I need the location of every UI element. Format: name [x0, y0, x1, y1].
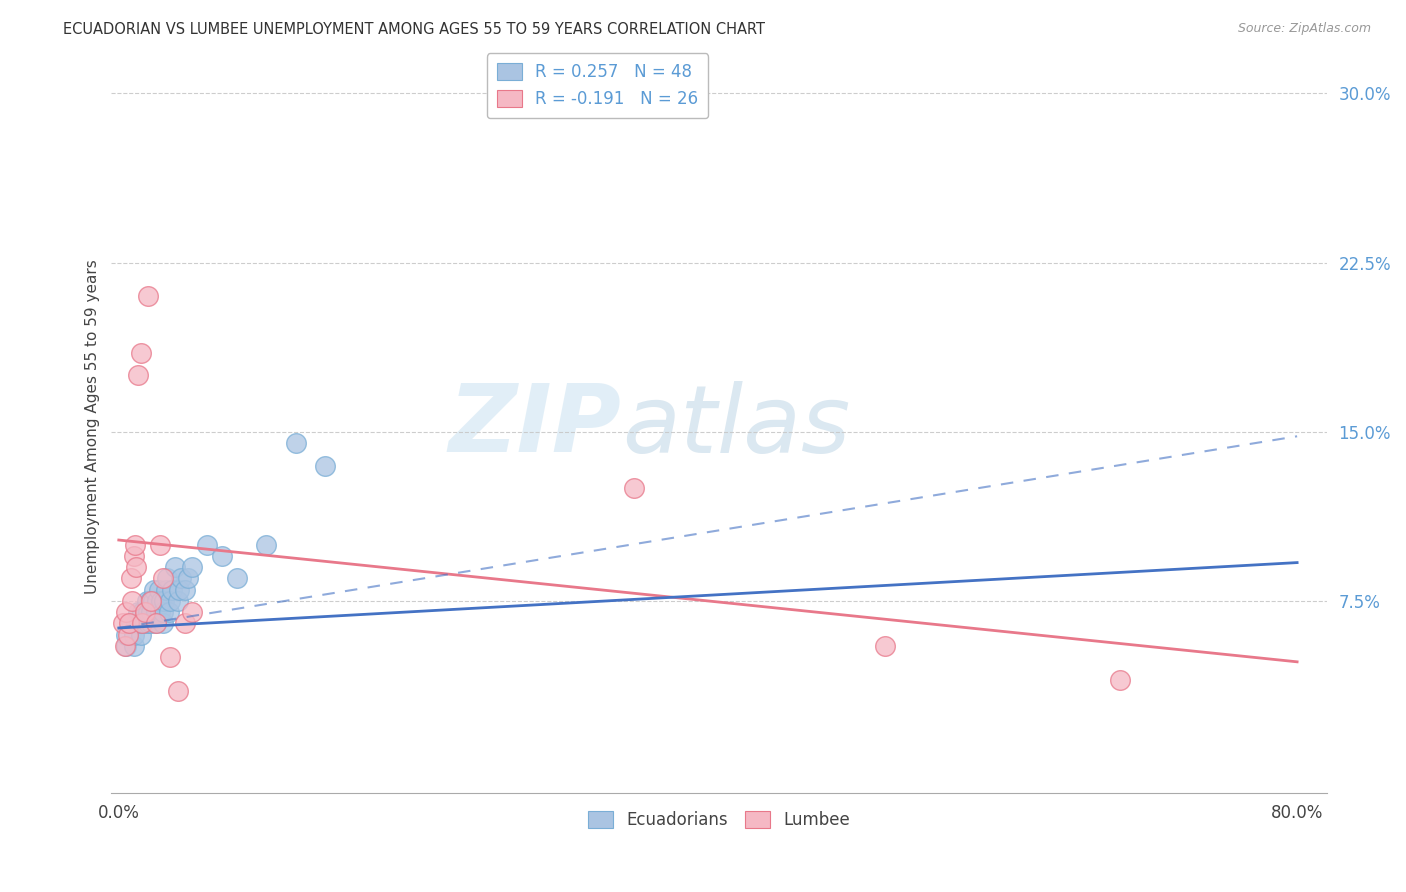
Point	[157, 605, 180, 619]
Point	[135, 594, 157, 608]
Point	[115, 639, 138, 653]
Point	[129, 628, 152, 642]
Point	[127, 605, 149, 619]
Point	[141, 616, 163, 631]
Point	[136, 616, 159, 631]
Point	[146, 594, 169, 608]
Point	[125, 616, 148, 631]
Point	[138, 594, 160, 608]
Point	[873, 639, 896, 653]
Point	[150, 594, 173, 608]
Point	[124, 537, 146, 551]
Point	[134, 605, 156, 619]
Point	[174, 616, 197, 631]
Point	[131, 616, 153, 631]
Point	[120, 616, 142, 631]
Point	[152, 571, 174, 585]
Point	[152, 616, 174, 631]
Point	[149, 537, 172, 551]
Point	[131, 605, 153, 619]
Text: ZIP: ZIP	[449, 380, 621, 472]
Point	[142, 594, 165, 608]
Point	[149, 605, 172, 619]
Point	[195, 537, 218, 551]
Point	[122, 549, 145, 563]
Point	[136, 605, 159, 619]
Point	[181, 560, 204, 574]
Point	[128, 616, 150, 631]
Point	[169, 571, 191, 585]
Point	[118, 616, 141, 631]
Point	[145, 616, 167, 631]
Point	[145, 605, 167, 619]
Point	[134, 616, 156, 631]
Point	[166, 684, 188, 698]
Point	[159, 594, 181, 608]
Text: ECUADORIAN VS LUMBEE UNEMPLOYMENT AMONG AGES 55 TO 59 YEARS CORRELATION CHART: ECUADORIAN VS LUMBEE UNEMPLOYMENT AMONG …	[63, 22, 765, 37]
Text: Source: ZipAtlas.com: Source: ZipAtlas.com	[1237, 22, 1371, 36]
Point	[254, 537, 277, 551]
Point	[174, 582, 197, 597]
Point	[115, 605, 138, 619]
Legend: Ecuadorians, Lumbee: Ecuadorians, Lumbee	[582, 804, 856, 836]
Y-axis label: Unemployment Among Ages 55 to 59 years: Unemployment Among Ages 55 to 59 years	[86, 259, 100, 593]
Point	[314, 458, 336, 473]
Point	[129, 346, 152, 360]
Point	[284, 436, 307, 450]
Point	[141, 605, 163, 619]
Point	[155, 582, 177, 597]
Point	[115, 628, 138, 642]
Point	[152, 605, 174, 619]
Point	[122, 639, 145, 653]
Point	[127, 368, 149, 383]
Point	[211, 549, 233, 563]
Point	[1109, 673, 1132, 687]
Point	[112, 616, 135, 631]
Point	[136, 289, 159, 303]
Point	[166, 594, 188, 608]
Point	[120, 571, 142, 585]
Point	[122, 628, 145, 642]
Point	[141, 594, 163, 608]
Point	[156, 571, 179, 585]
Point	[623, 481, 645, 495]
Point	[160, 582, 183, 597]
Text: atlas: atlas	[621, 381, 851, 472]
Point	[181, 605, 204, 619]
Point	[177, 571, 200, 585]
Point	[145, 616, 167, 631]
Point	[134, 605, 156, 619]
Point	[129, 616, 152, 631]
Point	[153, 594, 176, 608]
Point	[143, 582, 166, 597]
Point	[117, 628, 139, 642]
Point	[125, 560, 148, 574]
Point	[167, 582, 190, 597]
Point	[148, 582, 170, 597]
Point	[114, 639, 136, 653]
Point	[121, 594, 143, 608]
Point	[225, 571, 247, 585]
Point	[163, 560, 186, 574]
Point	[159, 650, 181, 665]
